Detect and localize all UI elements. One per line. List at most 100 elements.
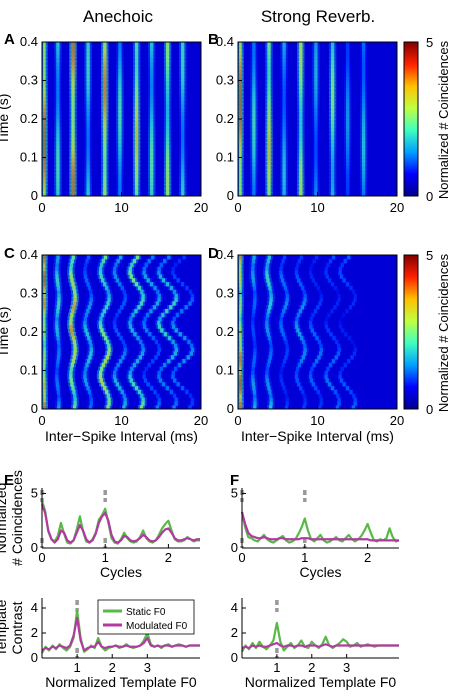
heatmap-stripe xyxy=(71,281,75,287)
heatmap-stripe-halo xyxy=(87,401,95,406)
heatmap-stripe xyxy=(253,293,257,298)
heatmap-stripe-halo xyxy=(116,145,124,151)
heatmap-stripe-halo xyxy=(344,103,352,109)
heatmap-stripe-halo xyxy=(53,258,62,264)
heatmap-stripe xyxy=(299,61,303,66)
heatmap-stripe xyxy=(56,53,60,58)
heatmap-stripe xyxy=(238,324,242,329)
heatmap-stripe xyxy=(103,107,107,112)
heatmap-stripe xyxy=(55,378,59,383)
heatmap-stripe xyxy=(172,393,177,399)
heatmap-stripe xyxy=(299,385,303,391)
heatmap-stripe-halo xyxy=(102,335,110,341)
heatmap-stripe xyxy=(153,285,157,291)
heatmap-stripe xyxy=(313,308,318,314)
heatmap-stripe xyxy=(330,161,335,166)
heatmap-stripe-halo xyxy=(238,339,244,345)
heatmap-stripe-halo xyxy=(42,76,48,82)
heatmap-stripe xyxy=(167,335,172,341)
heatmap-stripe-halo xyxy=(155,266,163,271)
heatmap-stripe-halo xyxy=(184,355,192,360)
heatmap-stripe-halo xyxy=(101,53,109,58)
heatmap-stripe xyxy=(298,308,303,314)
heatmap-stripe-halo xyxy=(322,320,330,325)
heatmap-stripe-halo xyxy=(53,328,61,333)
heatmap-stripe xyxy=(330,84,335,89)
x-tick-label: 10 xyxy=(114,413,128,428)
heatmap-stripe xyxy=(103,176,107,182)
heatmap-stripe xyxy=(150,184,154,189)
heatmap-stripe xyxy=(283,389,288,395)
heatmap-stripe-halo xyxy=(280,65,288,70)
heatmap-stripe xyxy=(181,111,185,116)
heatmap-stripe xyxy=(299,281,303,287)
heatmap-stripe xyxy=(239,88,242,93)
heatmap-stripe xyxy=(251,382,256,387)
heatmap-stripe-halo xyxy=(69,42,77,47)
heatmap-stripe xyxy=(71,61,75,66)
heatmap-stripe xyxy=(314,176,318,182)
heatmap-stripe-halo xyxy=(42,157,48,162)
heatmap-stripe-halo xyxy=(249,266,257,271)
heatmap-stripe-halo xyxy=(99,258,108,264)
heatmap-stripe-halo xyxy=(312,95,320,101)
heatmap-stripe-halo xyxy=(103,355,111,360)
heatmap-stripe xyxy=(56,95,60,101)
heatmap-stripe xyxy=(314,95,318,101)
heatmap-stripe-halo xyxy=(140,324,149,329)
heatmap-stripe xyxy=(353,347,358,352)
heatmap-stripe-halo xyxy=(292,320,301,325)
heatmap-stripe-halo xyxy=(344,134,352,139)
heatmap-stripe xyxy=(252,355,257,360)
heatmap-stripe xyxy=(267,122,271,128)
heatmap-stripe-halo xyxy=(281,335,289,341)
heatmap-stripe-halo xyxy=(121,343,129,348)
heatmap-stripe-halo xyxy=(42,278,48,283)
heatmap-stripe-halo xyxy=(67,370,75,375)
heatmap-stripe xyxy=(267,142,271,147)
heatmap-stripe xyxy=(265,378,269,383)
heatmap-stripe xyxy=(128,324,133,329)
heatmap-stripe xyxy=(86,165,90,170)
heatmap-stripe-halo xyxy=(344,76,352,82)
heatmap-stripe xyxy=(150,111,154,116)
heatmap-stripe-halo xyxy=(101,88,109,93)
y-tick-label: 5 xyxy=(31,485,38,500)
heatmap-stripe-halo xyxy=(155,297,163,302)
heatmap-stripe-halo xyxy=(359,84,368,89)
heatmap-stripe xyxy=(56,57,60,62)
heatmap-stripe xyxy=(266,382,270,387)
heatmap-stripe-halo xyxy=(280,180,288,186)
heatmap-stripe-halo xyxy=(171,351,179,356)
heatmap-stripe-halo xyxy=(53,266,61,271)
heatmap-stripe xyxy=(303,343,307,348)
heatmap-stripe-halo xyxy=(280,385,288,391)
heatmap-stripe xyxy=(299,111,303,116)
heatmap-stripe-halo xyxy=(69,45,77,51)
heatmap-stripe-halo xyxy=(101,180,109,186)
heatmap-stripe-halo xyxy=(249,378,257,383)
heatmap-stripe xyxy=(314,149,318,155)
heatmap-stripe xyxy=(299,95,303,101)
heatmap-stripe-halo xyxy=(163,308,171,314)
heatmap-stripe xyxy=(57,289,61,295)
heatmap-stripe-halo xyxy=(99,362,108,368)
heatmap-stripe-halo xyxy=(84,57,92,62)
heatmap-stripe xyxy=(314,84,318,89)
heatmap-stripe xyxy=(314,49,318,55)
heatmap-stripe-halo xyxy=(145,362,153,368)
heatmap-stripe xyxy=(314,61,318,66)
y-tick-label: 0 xyxy=(31,188,38,203)
heatmap-stripe xyxy=(165,126,170,132)
heatmap-stripe-halo xyxy=(69,385,77,391)
heatmap-stripe xyxy=(299,84,303,89)
heatmap-stripe-halo xyxy=(263,378,271,383)
heatmap-stripe xyxy=(150,103,154,109)
heatmap-stripe-halo xyxy=(148,45,156,51)
heatmap-stripe xyxy=(239,332,242,337)
heatmap-stripe-halo xyxy=(297,255,306,260)
heatmap-stripe-halo xyxy=(183,285,191,291)
heatmap-stripe xyxy=(309,266,313,271)
heatmap-stripe-halo xyxy=(118,305,126,310)
heatmap-stripe xyxy=(330,111,335,116)
